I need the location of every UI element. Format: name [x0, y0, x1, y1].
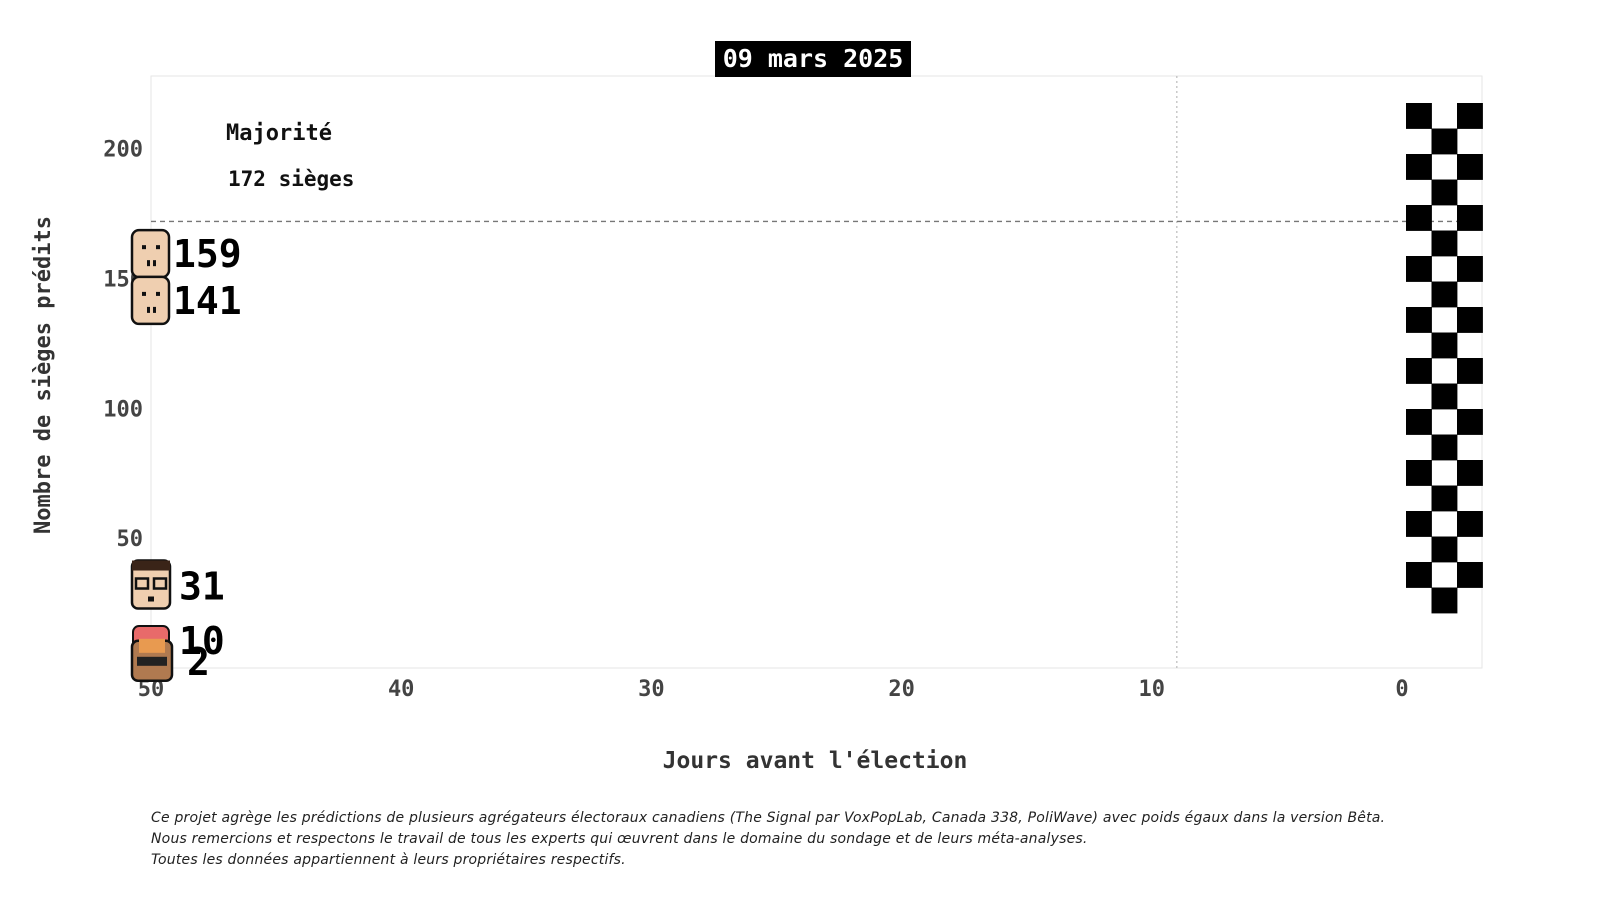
- value-label: 31: [179, 565, 225, 609]
- footnote-line: Ce projet agrège les prédictions de plus…: [151, 810, 1386, 826]
- checker-square: [1431, 485, 1458, 512]
- x-tick-label: 0: [1395, 677, 1408, 702]
- checker-square: [1431, 587, 1458, 614]
- checker-square: [1457, 256, 1483, 282]
- checker-square: [1406, 358, 1432, 384]
- avatar-beard: [137, 656, 167, 666]
- party-avatar: [130, 275, 171, 326]
- checker-square: [1457, 307, 1483, 333]
- avatar-mouth: [153, 260, 156, 267]
- avatar-mouth: [147, 306, 150, 313]
- party-avatar: [130, 638, 174, 683]
- value-label: 141: [173, 279, 242, 323]
- checker-square: [1457, 103, 1483, 129]
- checker-square: [1406, 307, 1432, 333]
- value-label: 10: [179, 619, 225, 663]
- checker-square: [1431, 179, 1458, 206]
- avatar-hair: [132, 560, 170, 571]
- checkered-finish-flag: [1406, 103, 1483, 614]
- x-tick-label: 30: [638, 677, 665, 702]
- checker-square: [1431, 128, 1458, 155]
- avatar-eye: [142, 245, 146, 250]
- checker-square: [1406, 511, 1432, 537]
- party-avatar: [130, 228, 171, 279]
- avatar-mouth: [147, 260, 150, 267]
- plot-area: [150, 75, 1483, 669]
- checker-square: [1406, 409, 1432, 435]
- checker-square: [1431, 332, 1458, 359]
- checker-square: [1406, 103, 1432, 129]
- checker-square: [1431, 536, 1458, 563]
- majority-label: Majorité: [226, 121, 332, 146]
- checker-square: [1457, 409, 1483, 435]
- checker-square: [1431, 434, 1458, 461]
- party-avatar: [130, 559, 172, 610]
- avatar-face: [130, 228, 171, 279]
- y-tick-label: 200: [103, 138, 143, 163]
- value-label: 2: [187, 640, 210, 684]
- avatar-glasses: [152, 577, 168, 590]
- avatar-mouth: [153, 306, 156, 313]
- checker-square: [1431, 230, 1458, 257]
- checker-square: [1431, 281, 1458, 308]
- footnote-line: Nous remercions et respectons le travail…: [151, 831, 1088, 847]
- checker-square: [1406, 256, 1432, 282]
- avatar-face: [130, 275, 171, 326]
- checker-square: [1406, 154, 1432, 180]
- x-tick-label: 10: [1139, 677, 1166, 702]
- y-tick-label: 100: [103, 397, 143, 422]
- checker-square: [1457, 205, 1483, 231]
- checker-square: [1431, 383, 1458, 410]
- checker-square: [1457, 358, 1483, 384]
- x-tick-label: 20: [888, 677, 915, 702]
- checker-square: [1457, 562, 1483, 588]
- avatar-eye: [156, 291, 160, 296]
- date-badge: 09 mars 2025: [715, 41, 911, 77]
- checker-square: [1457, 154, 1483, 180]
- majority-seats-label: 172 sièges: [228, 167, 354, 191]
- x-axis-label: Jours avant l'élection: [663, 748, 968, 774]
- avatar-hair: [139, 638, 165, 653]
- checker-square: [1406, 460, 1432, 486]
- value-label: 159: [173, 232, 242, 276]
- x-tick-label: 40: [388, 677, 415, 702]
- checker-square: [1457, 460, 1483, 486]
- footnote: Ce projet agrège les prédictions de plus…: [151, 808, 1591, 871]
- y-tick-label: 50: [117, 527, 144, 552]
- checker-square: [1406, 205, 1432, 231]
- y-axis-label: Nombre de sièges prédits: [31, 216, 56, 534]
- avatar-eye: [156, 245, 160, 250]
- checker-square: [1457, 511, 1483, 537]
- avatar-eye: [142, 291, 146, 296]
- footnote-line: Toutes les données appartiennent à leurs…: [151, 852, 626, 868]
- checker-square: [1406, 562, 1432, 588]
- avatar-glasses: [134, 577, 150, 590]
- avatar-mouth: [148, 596, 154, 602]
